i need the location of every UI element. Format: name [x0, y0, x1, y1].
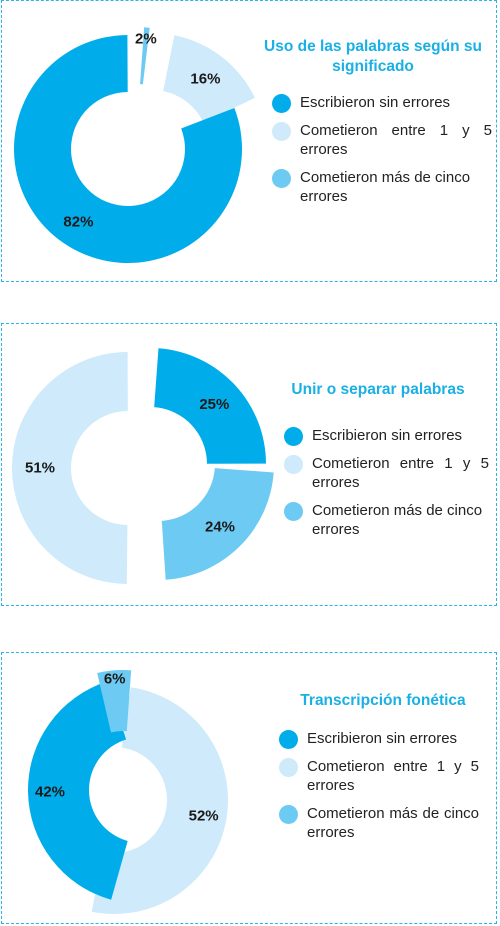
legend-swatch: [279, 758, 298, 777]
chart-panel-uso-palabras: 2% 16% 82% Uso de las palabras según su si…: [1, 0, 497, 282]
slice-value-label: 52%: [189, 808, 219, 825]
donut-chart: 25% 24% 51%: [11, 348, 274, 584]
slice-value-label: 42%: [35, 783, 65, 800]
legend-swatch: [279, 805, 298, 824]
legend-swatch: [284, 502, 303, 521]
slice-value-label: 2%: [135, 30, 157, 47]
legend: Escribieron sin errores Cometieron entre…: [279, 729, 479, 851]
legend-item-entre-1-y-5: Cometieron entre 1 y 5 errores: [279, 757, 479, 795]
slice-value-label: 82%: [63, 214, 93, 231]
chart-title: Transcripción fonética: [300, 692, 466, 709]
legend-item-entre-1-y-5: Cometieron entre 1 y 5 errores: [272, 121, 492, 159]
chart-panel-unir-separar: 25% 24% 51% Unir o separar palabras Escrib…: [1, 323, 497, 606]
slice-value-label: 25%: [199, 396, 229, 413]
legend-item-mas-de-cinco: Cometieron más de cinco errores: [284, 501, 489, 539]
donut-slice: [154, 348, 266, 464]
legend-label: Escribieron sin errores: [307, 730, 458, 747]
legend-item-sin-errores: Escribieron sin errores: [284, 426, 489, 446]
donut-slice: [140, 27, 150, 85]
donut-slice: [11, 352, 128, 584]
slice-value-label: 51%: [25, 460, 55, 477]
donut-slice: [161, 468, 274, 580]
legend-item-sin-errores: Escribieron sin errores: [279, 729, 479, 749]
legend-item-mas-de-cinco: Cometieron más de cinco errores: [279, 804, 479, 842]
legend-swatch: [272, 122, 291, 141]
legend-label: Cometieron más de cinco errores: [312, 502, 483, 538]
donut-slice: [91, 687, 228, 914]
legend: Escribieron sin errores Cometieron entre…: [284, 426, 489, 548]
chart-panel-transcripcion: 52% 42% 6% Transcripción fonética Escribie…: [1, 652, 497, 924]
donut-slice: [14, 35, 242, 264]
legend-swatch: [279, 730, 298, 749]
legend-item-sin-errores: Escribieron sin errores: [272, 93, 492, 113]
legend-label: Cometieron entre 1 y 5 errores: [300, 122, 492, 158]
legend-swatch: [284, 427, 303, 446]
legend: Escribieron sin errores Cometieron entre…: [272, 93, 492, 215]
legend-label: Cometieron entre 1 y 5 errores: [312, 455, 489, 491]
slice-value-label: 16%: [190, 70, 220, 87]
legend-item-entre-1-y-5: Cometieron entre 1 y 5 errores: [284, 454, 489, 492]
legend-label: Cometieron más de cinco errores: [307, 805, 479, 841]
donut-slice: [163, 35, 255, 123]
legend-swatch: [272, 94, 291, 113]
donut-chart: 52% 42% 6%: [27, 670, 228, 914]
donut-chart: 2% 16% 82%: [14, 27, 255, 264]
legend-label: Cometieron entre 1 y 5 errores: [307, 758, 479, 794]
legend-swatch: [272, 169, 291, 188]
chart-title: Uso de las palabras según su significado: [264, 38, 482, 75]
slice-value-label: 24%: [205, 518, 235, 535]
donut-slice: [97, 670, 132, 733]
chart-title: Unir o separar palabras: [291, 381, 465, 398]
legend-label: Escribieron sin errores: [300, 94, 451, 111]
legend-item-mas-de-cinco: Cometieron más de cinco errores: [272, 168, 492, 206]
legend-label: Cometieron más de cinco errores: [300, 169, 471, 205]
donut-slice: [27, 681, 128, 900]
legend-swatch: [284, 455, 303, 474]
legend-label: Escribieron sin errores: [312, 427, 463, 444]
slice-value-label: 6%: [104, 670, 126, 687]
